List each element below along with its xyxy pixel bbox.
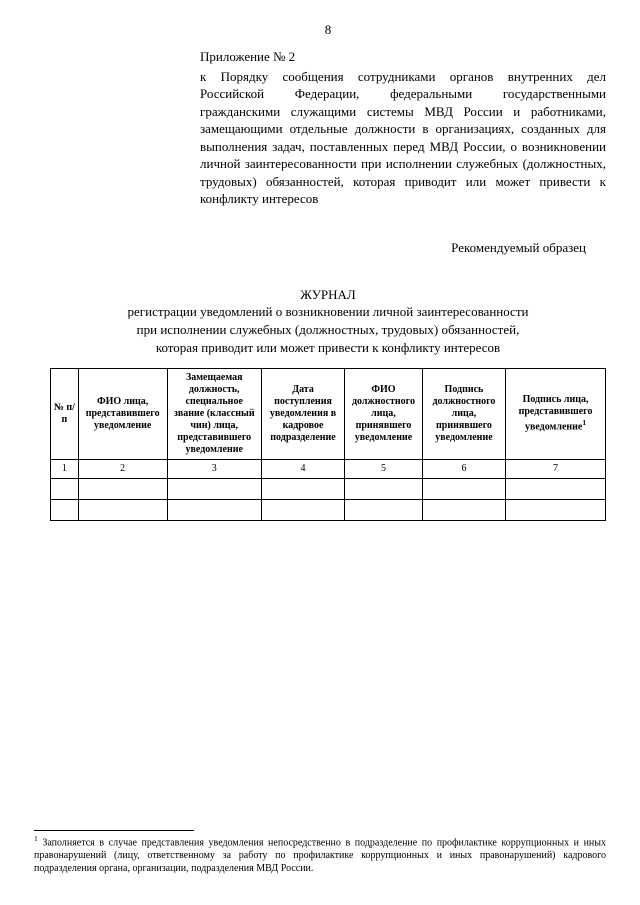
journal-subtitle-3: которая приводит или может привести к ко… (156, 340, 500, 355)
page: 8 Приложение № 2 к Порядку сообщения сот… (0, 0, 640, 905)
footnote-ref: 1 (582, 418, 586, 427)
footnote-rule (34, 830, 194, 831)
table-head: № п/п ФИО лица, представившего уведомлен… (51, 369, 606, 479)
table-cell (51, 500, 79, 521)
footnote-block: 1 Заполняется в случае представления уве… (34, 830, 606, 875)
th-3: Дата поступления уведомления в кадровое … (261, 369, 344, 460)
num-6: 7 (506, 460, 606, 479)
journal-subtitle-1: регистрации уведомлений о возникновении … (128, 304, 529, 319)
footnote-marker: 1 (34, 834, 38, 843)
table-cell (78, 500, 167, 521)
num-0: 1 (51, 460, 79, 479)
num-2: 3 (167, 460, 261, 479)
num-3: 4 (261, 460, 344, 479)
appendix-block: Приложение № 2 к Порядку сообщения сотру… (200, 48, 606, 208)
th-2: Замещаемая должность, специальное звание… (167, 369, 261, 460)
table-cell (261, 500, 344, 521)
table-cell (167, 479, 261, 500)
journal-subtitle-2: при исполнении служебных (должностных, т… (137, 322, 520, 337)
table-number-row: 1 2 3 4 5 6 7 (51, 460, 606, 479)
table-cell (167, 500, 261, 521)
th-6: Подпись лица, представившего уведомление… (506, 369, 606, 460)
appendix-title: Приложение № 2 (200, 48, 606, 66)
table-cell (506, 500, 606, 521)
table-row (51, 479, 606, 500)
table-cell (345, 479, 423, 500)
table-cell (78, 479, 167, 500)
table-cell (422, 500, 505, 521)
table-cell (345, 500, 423, 521)
th-1: ФИО лица, представившего уведомление (78, 369, 167, 460)
th-4: ФИО должностного лица, принявшего уведом… (345, 369, 423, 460)
table-body (51, 479, 606, 521)
table-cell (261, 479, 344, 500)
table-cell (422, 479, 505, 500)
page-number: 8 (50, 22, 606, 38)
num-4: 5 (345, 460, 423, 479)
footnote-text: 1 Заполняется в случае представления уве… (34, 834, 606, 875)
footnote-body: Заполняется в случае представления уведо… (34, 838, 606, 874)
num-5: 6 (422, 460, 505, 479)
table-cell (51, 479, 79, 500)
sample-label: Рекомендуемый образец (50, 240, 606, 256)
journal-title: ЖУРНАЛ (50, 286, 606, 304)
table-row (51, 500, 606, 521)
journal-table: № п/п ФИО лица, представившего уведомлен… (50, 368, 606, 521)
journal-heading: ЖУРНАЛ регистрации уведомлений о возникн… (50, 286, 606, 356)
table-cell (506, 479, 606, 500)
appendix-body: к Порядку сообщения сотрудниками органов… (200, 68, 606, 208)
th-0: № п/п (51, 369, 79, 460)
th-5: Подпись должностного лица, принявшего ув… (422, 369, 505, 460)
num-1: 2 (78, 460, 167, 479)
table-header-row: № п/п ФИО лица, представившего уведомлен… (51, 369, 606, 460)
